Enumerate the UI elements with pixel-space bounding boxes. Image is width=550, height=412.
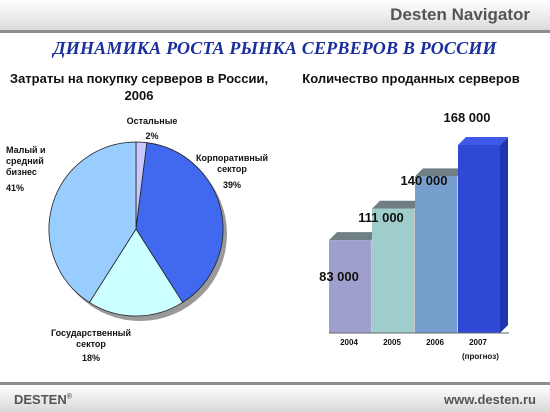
x-tick-2004: 2004 — [340, 338, 358, 347]
pie-value-government: 18% — [81, 353, 100, 363]
pie-chart-title: Затраты на покупку серверов в России, 20… — [9, 71, 269, 103]
pie-label-smb: Малый и средний бизнес — [6, 145, 46, 177]
footer-band — [0, 385, 550, 412]
pie-slice-2 — [88, 228, 184, 317]
bar-chart-title: Количество проданных серверов — [302, 71, 520, 86]
bar-value-2004: 83 000 — [319, 269, 359, 284]
bar-side-2007 — [500, 137, 508, 333]
bar-top-2006 — [415, 168, 465, 177]
x-tick-2005: 2005 — [383, 338, 401, 347]
pie-label-corporate: Корпоративный сектор — [195, 153, 269, 174]
bar-2006 — [415, 176, 457, 333]
header-band — [0, 0, 550, 30]
x-tick-2007: 2007 — [469, 338, 487, 347]
forecast-annotation: (прогноз) — [462, 352, 499, 361]
registered-mark: ® — [66, 393, 72, 401]
bar-top-2004 — [329, 232, 379, 241]
pie-value-smb: 41% — [6, 183, 25, 193]
bar-2005 — [372, 208, 414, 333]
pie-slice-3 — [48, 141, 137, 304]
header-brand: Desten Navigator — [390, 5, 530, 24]
pie-value-other: 2% — [145, 131, 159, 141]
bar-2004 — [329, 240, 371, 333]
bar-value-2007: 168 000 — [443, 110, 491, 125]
footer-rule — [0, 382, 550, 385]
bar-value-2006: 140 000 — [400, 173, 448, 188]
pie-value-corporate: 39% — [222, 180, 241, 190]
footer-logo: DESTEN® — [14, 392, 72, 407]
slide-title: ДИНАМИКА РОСТА РЫНКА СЕРВЕРОВ В РОССИИ — [53, 38, 497, 58]
bar-top-2005 — [372, 200, 422, 209]
footer-brand-text: DESTEN — [14, 392, 67, 407]
pie-label-other: Остальные — [126, 116, 178, 126]
bar-top-2007 — [458, 137, 508, 145]
footer-url[interactable]: www.desten.ru — [444, 392, 536, 407]
bar-value-2005: 111 000 — [358, 210, 404, 225]
bar-2007 — [458, 145, 500, 333]
pie-label-government: Государственный сектор — [51, 328, 131, 349]
x-tick-2006: 2006 — [426, 338, 444, 347]
header-rule — [0, 30, 550, 33]
